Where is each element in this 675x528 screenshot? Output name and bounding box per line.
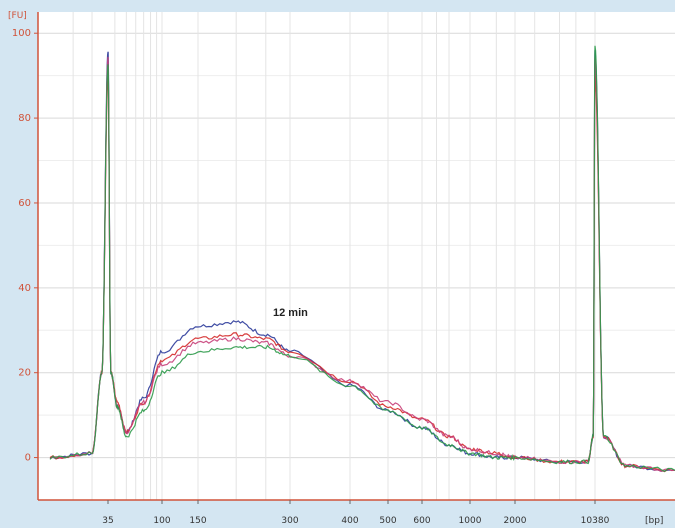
x-tick-label: 400 bbox=[341, 516, 358, 526]
y-axis-unit: [FU] bbox=[8, 11, 27, 21]
y-tick-label: 40 bbox=[18, 283, 31, 294]
x-tick-label: 150 bbox=[189, 516, 206, 526]
x-tick-label: 1000 bbox=[459, 516, 482, 526]
x-tick-label: 300 bbox=[281, 516, 298, 526]
series-line-green bbox=[49, 45, 675, 473]
grid bbox=[38, 12, 675, 500]
x-tick-label: 100 bbox=[153, 516, 170, 526]
x-axis-unit: [bp] bbox=[645, 516, 663, 526]
x-tick-label: 500 bbox=[379, 516, 396, 526]
x-tick-label: 10380 bbox=[581, 516, 610, 526]
x-tick-label: 600 bbox=[413, 516, 430, 526]
y-tick-label: 60 bbox=[18, 198, 31, 209]
x-tick-labels: 35 100 150 300 400 500 600 1000 2000 10380 bbox=[102, 516, 609, 526]
annotation-label: 12 min bbox=[273, 307, 308, 319]
y-tick-label: 20 bbox=[18, 368, 31, 379]
y-tick-labels: 0 20 40 60 80 100 bbox=[12, 28, 31, 463]
x-tick-label: 2000 bbox=[504, 516, 527, 526]
y-tick-label: 100 bbox=[12, 28, 31, 39]
series-lines bbox=[49, 45, 675, 473]
y-tick-label: 80 bbox=[18, 113, 31, 124]
y-tick-label: 0 bbox=[25, 453, 31, 464]
plot-area bbox=[38, 12, 675, 500]
axes bbox=[34, 12, 675, 504]
x-tick-label: 35 bbox=[102, 516, 113, 526]
